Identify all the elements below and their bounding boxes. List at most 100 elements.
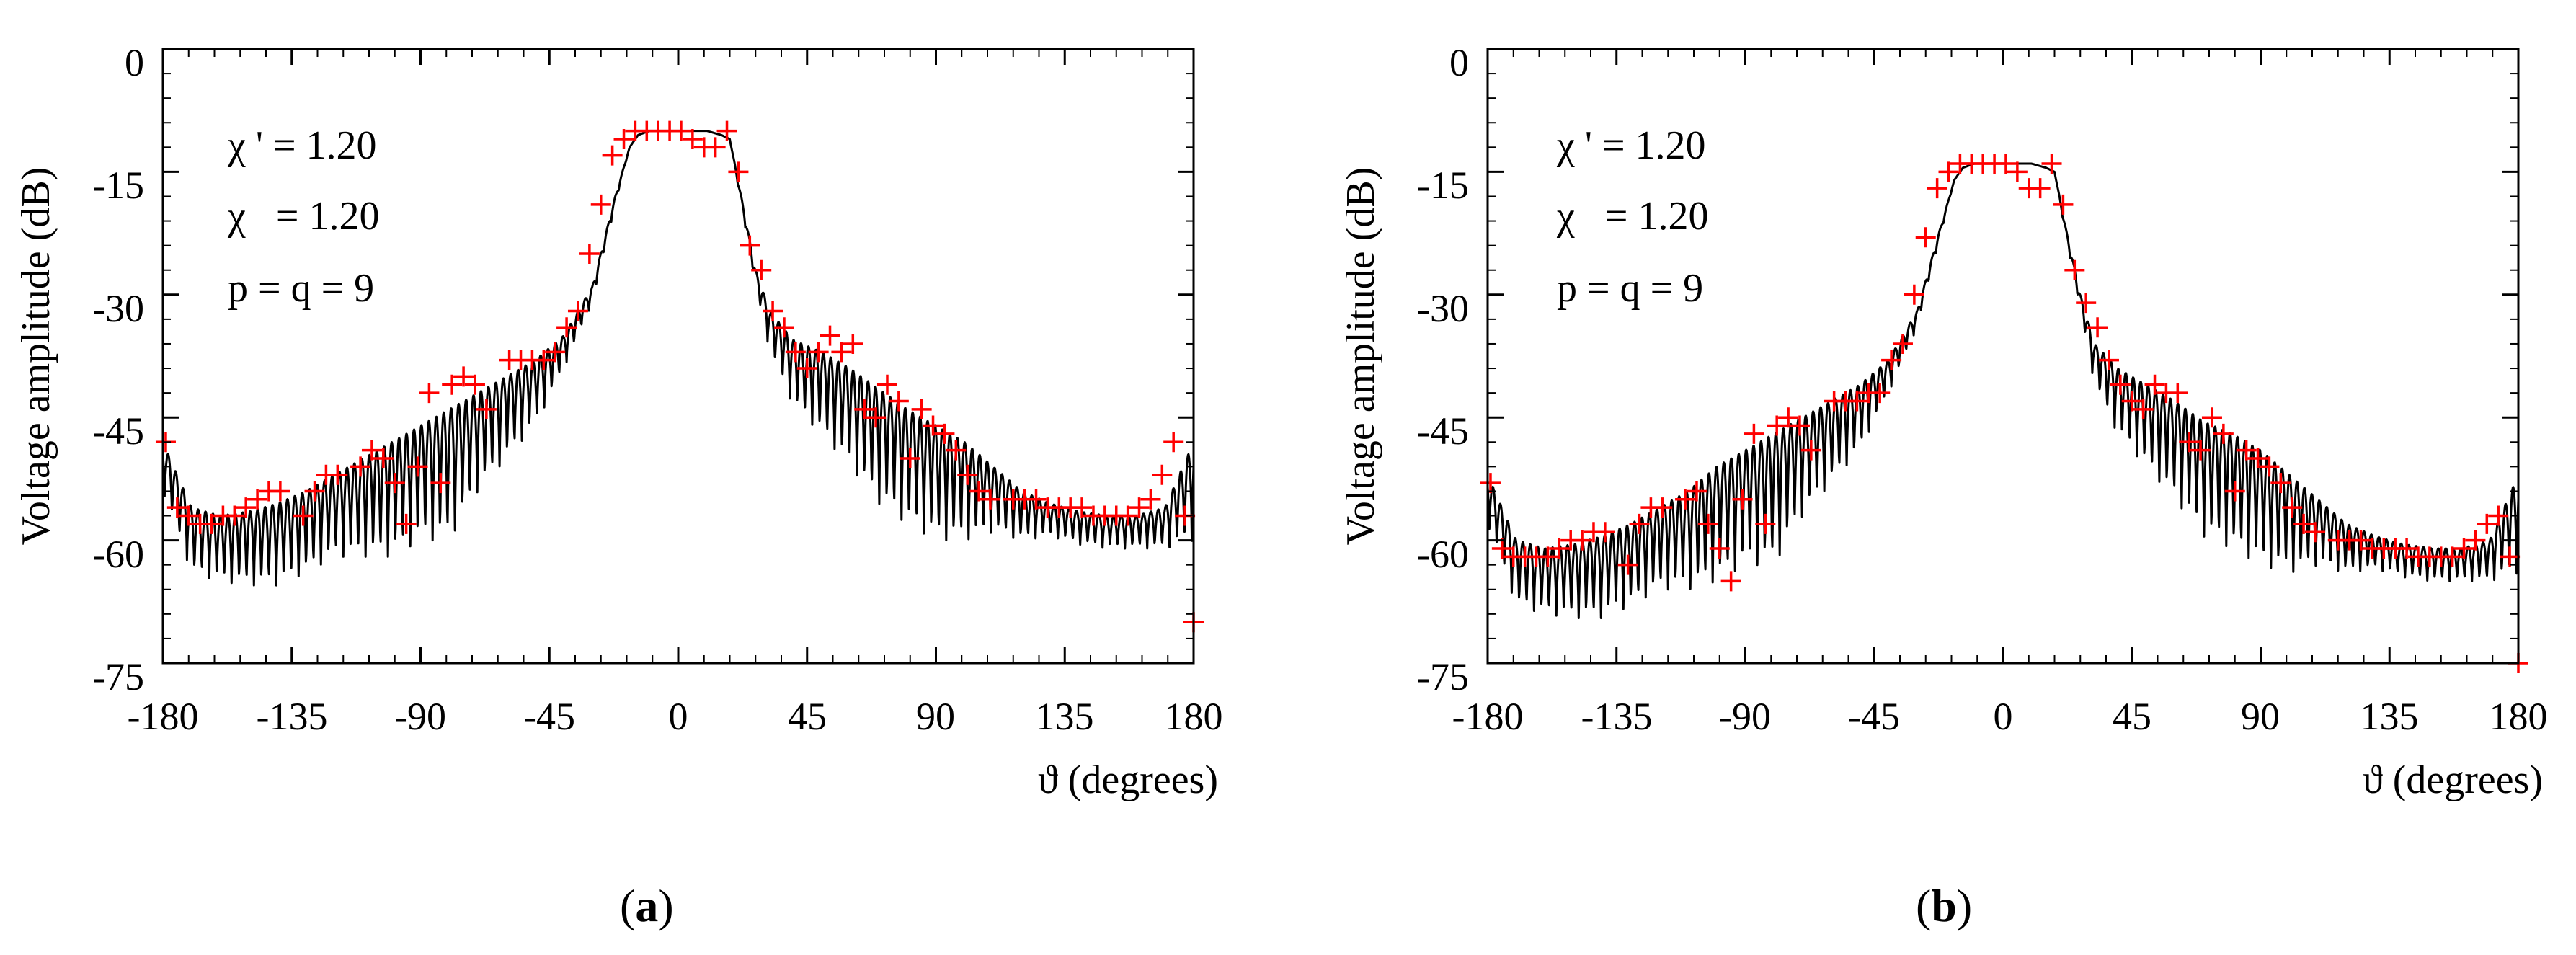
plot-a-measured-point — [567, 301, 588, 321]
plot-b-measured-point — [2098, 350, 2119, 370]
plot-b-measured-point — [1744, 423, 1764, 444]
panel-b-label: (b) — [1916, 880, 1972, 931]
plot-a-measured-point — [1140, 489, 1161, 510]
plot-a-annotation-pq: p = q = 9 — [228, 266, 374, 311]
plot-b-xtick-label: 0 — [1994, 695, 2013, 738]
plot-b-annotation-chi-prime: χ ' = 1.20 — [1556, 123, 1706, 168]
plot-a-measured-point — [705, 137, 726, 158]
plot-b-ylabel: Voltage amplitude (dB) — [1338, 167, 1383, 546]
plot-a-measured-point — [728, 161, 749, 182]
plot-b-ytick-label: -30 — [1417, 287, 1469, 330]
plot-a-xtick-label: -135 — [257, 695, 328, 738]
plot-b-ytick-label: -45 — [1417, 409, 1469, 453]
plot-b-xtick-label: -180 — [1452, 695, 1524, 738]
plot-b-measured-point — [1686, 481, 1707, 502]
plot-a-measured-point — [740, 235, 760, 256]
plot-b-measured-point — [2133, 399, 2154, 419]
plot-a-measured-point — [980, 489, 1000, 510]
plot-b-measured-point — [2293, 513, 2314, 534]
plot-b-measured-point — [2179, 432, 2200, 453]
plot-b-measured-point — [1572, 530, 1593, 551]
plot-a-measured-point — [1026, 489, 1047, 510]
plot-a-ylabel: Voltage amplitude (dB) — [14, 167, 58, 546]
plot-b-ytick-label: -75 — [1417, 655, 1469, 698]
plot-a-measured-point — [236, 497, 257, 518]
plot-b-measured-point — [1892, 333, 1913, 354]
plot-b-measured-point — [2030, 178, 2051, 199]
plot-b-measured-point — [2304, 522, 2325, 543]
plot-a-measured-point — [1072, 497, 1093, 518]
plot-b-measured-point — [2064, 259, 2085, 280]
plot-a-measured-point — [430, 473, 451, 494]
plot-b-measured-point — [1675, 489, 1696, 510]
plot-a-measured-point — [361, 440, 382, 461]
plot-a-ytick-label: -60 — [92, 533, 144, 576]
plot-a-measured-point — [1152, 464, 1173, 485]
plot-b-measured-point — [1904, 284, 1924, 305]
plot-b-measured-point — [1767, 415, 1787, 436]
plot-b-measured-point — [2247, 448, 2268, 468]
plot-b-measured-point — [1995, 154, 2016, 174]
plot-a-measured-point — [820, 325, 840, 346]
plot-a-measured-point — [831, 342, 852, 363]
plot-b-xtick-label: 90 — [2241, 695, 2280, 738]
plot-a-measured-point — [957, 464, 978, 485]
plot-a-measured-point — [796, 358, 817, 379]
plot-b-measured-point — [2465, 530, 2486, 551]
plot-a-measured-point — [533, 350, 554, 370]
plot-a-measured-point — [270, 481, 290, 502]
plot-a-measured-point — [682, 128, 703, 149]
plot-a-measured-point — [464, 374, 485, 395]
plot-b-measured-point — [2236, 440, 2257, 461]
plot-b-xtick-label: -90 — [1719, 695, 1771, 738]
plot-b-annotation-chi: χ = 1.20 — [1556, 194, 1708, 239]
plot-b-measured-point — [1778, 407, 1799, 428]
plot-a-measured-point — [556, 317, 577, 338]
plot-b-measured-point — [2477, 513, 2497, 534]
plot-b-measured-point — [2282, 497, 2303, 518]
plot-a-measured-point — [1117, 505, 1138, 526]
plot-a-measured-point — [613, 128, 634, 149]
plot-b-measured-point — [2076, 293, 2097, 314]
plot-b-ticks — [1486, 48, 2520, 665]
plot-a-measured-point — [476, 399, 497, 419]
plot-a-xtick-label: -180 — [128, 695, 199, 738]
plot-a-measured-point — [900, 448, 920, 468]
plot-a-measured-point — [545, 342, 566, 363]
plot-b-measured-point — [1549, 538, 1570, 559]
plot-a-measured-point — [716, 120, 737, 141]
plot-a-measured-point — [327, 464, 348, 485]
plot-b-measured-point — [1915, 227, 1936, 248]
plot-a-xtick-label: 90 — [916, 695, 955, 738]
plot-a-measured-point — [590, 194, 611, 215]
plot-b-measured-point — [2488, 505, 2509, 526]
plot-b-xtick-label: 135 — [2360, 695, 2419, 738]
plot-a-measured-point — [293, 505, 314, 526]
plot-b-measured-point — [1927, 178, 1947, 199]
plot-a-xtick-label: 0 — [669, 695, 688, 738]
plot-a-measured-point — [201, 513, 222, 534]
plot-b-measured-point — [1594, 522, 1615, 543]
plot-a-measured-point — [178, 505, 199, 526]
plot-a-measured-point — [866, 407, 887, 428]
plot-b-measured-point — [1537, 546, 1558, 567]
plot-a-ytick-label: 0 — [125, 41, 144, 84]
plot-a-annotation-chi-prime: χ ' = 1.20 — [227, 123, 377, 168]
plot-b-ytick-label: 0 — [1449, 41, 1469, 84]
plot-b-measured-point — [1480, 473, 1501, 494]
plot-b-measured-point — [1491, 538, 1512, 559]
plot-a-measured-point — [854, 399, 875, 419]
plot-a-xtick-label: 180 — [1165, 695, 1223, 738]
plot-b-measured-point — [1697, 513, 1718, 534]
plot-a-xlabel: ϑ (degrees) — [1038, 758, 1218, 802]
plot-a-measured-point — [888, 391, 909, 412]
plot-a-measured-point — [773, 317, 794, 338]
plot-a-measured-point — [166, 497, 187, 518]
plot-a-measured-point — [224, 505, 245, 526]
plot-b-measured-point — [1800, 440, 1821, 461]
plot-b-xtick-label: -45 — [1848, 695, 1900, 738]
plot-a-measured-point — [453, 366, 474, 387]
plot-b-measured-point — [2144, 374, 2165, 395]
plot-b-measured-point — [2087, 317, 2108, 338]
